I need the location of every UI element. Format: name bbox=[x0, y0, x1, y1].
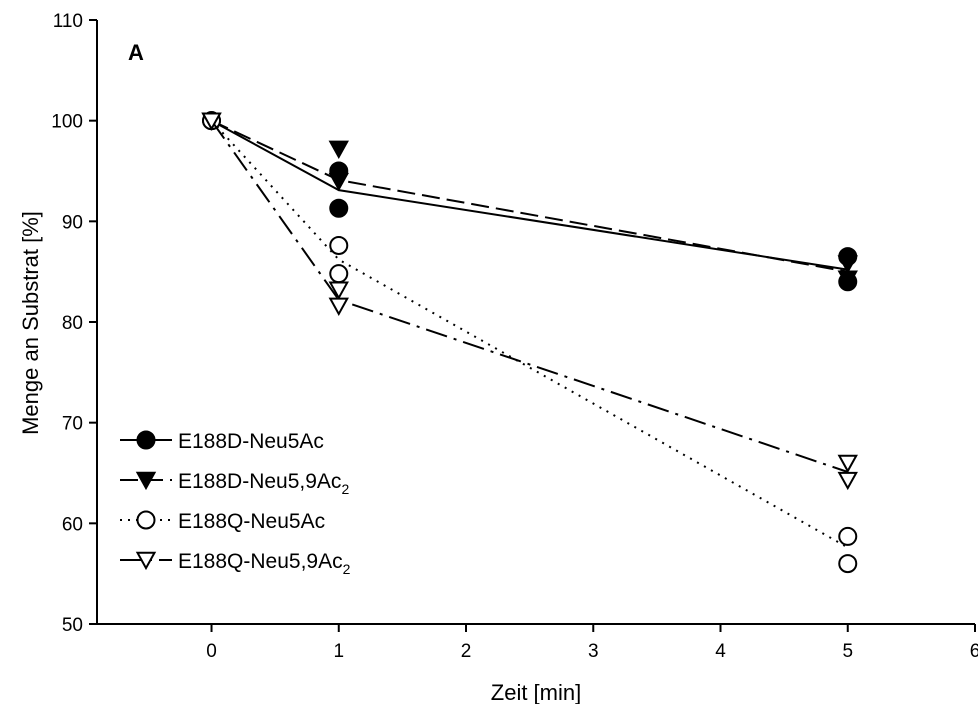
y-tick-label: 70 bbox=[62, 414, 83, 435]
data-point bbox=[837, 454, 858, 474]
legend-subscript: 2 bbox=[341, 481, 349, 497]
data-point bbox=[837, 255, 858, 274]
y-axis-label: Menge an Substrat [%] bbox=[18, 211, 43, 435]
panel-label: A bbox=[128, 40, 144, 65]
data-point bbox=[328, 172, 349, 192]
data-point bbox=[328, 281, 349, 300]
x-tick-label: 0 bbox=[206, 641, 217, 662]
series-1 bbox=[202, 111, 858, 292]
legend-label: E188D-Neu5,9Ac2 bbox=[178, 470, 349, 497]
x-axis-label: Zeit [min] bbox=[491, 680, 581, 704]
x-tick-label: 4 bbox=[715, 641, 726, 662]
data-point bbox=[837, 270, 858, 289]
y-tick-label: 80 bbox=[62, 313, 83, 334]
legend-marker bbox=[135, 551, 157, 571]
legend-item: E188D-Neu5,9Ac2 bbox=[120, 470, 349, 497]
x-tick-label: 6 bbox=[970, 641, 978, 662]
data-point bbox=[329, 264, 349, 284]
legend-item: E188D-Neu5Ac bbox=[120, 430, 324, 453]
x-tick-label: 2 bbox=[461, 641, 472, 662]
y-tick-label: 50 bbox=[62, 615, 83, 636]
y-tick-label: 90 bbox=[62, 212, 83, 233]
data-point bbox=[201, 112, 222, 131]
legend-marker bbox=[136, 430, 156, 450]
x-tick-label: 3 bbox=[588, 641, 599, 662]
legend-marker bbox=[136, 510, 156, 530]
series-line bbox=[210, 120, 849, 473]
y-tick-label: 60 bbox=[62, 514, 83, 535]
data-point bbox=[838, 526, 858, 546]
data-point bbox=[329, 198, 349, 218]
series-3 bbox=[202, 111, 858, 574]
series-line bbox=[211, 119, 848, 271]
series-2 bbox=[201, 112, 858, 289]
x-tick-label: 5 bbox=[842, 641, 853, 662]
axes: 50 60 70 80 90 100 110 0 1 2 3 4 5 6 bbox=[51, 11, 978, 662]
legend-label: E188Q-Neu5Ac bbox=[178, 510, 325, 533]
legend-subscript: 2 bbox=[343, 561, 351, 577]
series-line bbox=[211, 119, 848, 273]
series-4 bbox=[201, 112, 858, 491]
data-point bbox=[328, 297, 349, 317]
legend-label: E188Q-Neu5,9Ac2 bbox=[178, 550, 351, 577]
series-layer bbox=[201, 111, 858, 574]
y-tick-label: 110 bbox=[53, 11, 83, 32]
data-point bbox=[329, 235, 349, 255]
legend: E188D-Neu5Ac E188D-Neu5,9Ac2 E188Q-Neu5Ac E… bbox=[120, 430, 351, 577]
data-point bbox=[838, 554, 858, 574]
legend-marker bbox=[135, 471, 157, 491]
data-point bbox=[328, 140, 349, 159]
y-tick-label: 100 bbox=[51, 112, 83, 133]
legend-item: E188Q-Neu5,9Ac2 bbox=[120, 550, 351, 577]
x-tick-label: 1 bbox=[333, 641, 344, 662]
legend-label: E188D-Neu5Ac bbox=[178, 430, 324, 453]
data-point bbox=[837, 471, 858, 491]
legend-item: E188Q-Neu5Ac bbox=[120, 510, 325, 533]
